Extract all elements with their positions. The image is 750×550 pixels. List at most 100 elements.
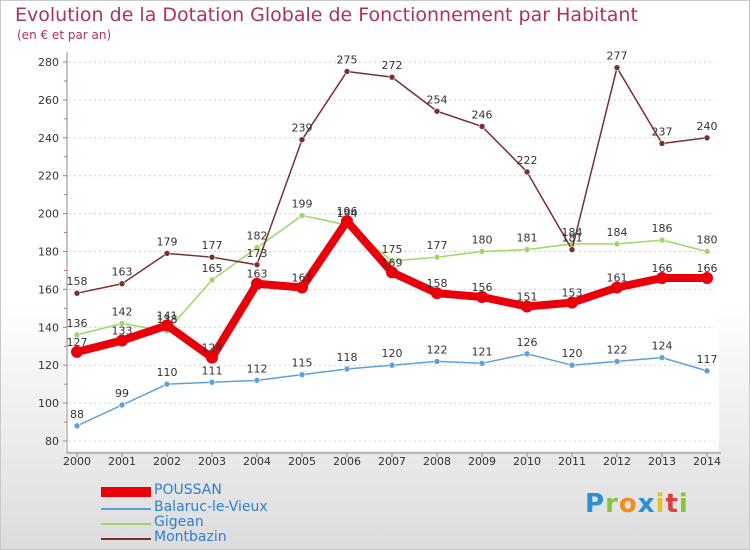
data-point xyxy=(251,277,263,290)
data-label: 141 xyxy=(157,309,178,322)
data-point xyxy=(343,68,351,75)
data-point xyxy=(298,371,306,378)
data-point xyxy=(566,296,578,309)
data-point xyxy=(298,136,306,143)
data-label: 127 xyxy=(67,336,88,349)
x-tick-label: 2011 xyxy=(558,455,586,468)
data-label: 272 xyxy=(382,59,403,72)
data-point xyxy=(476,290,488,303)
data-label: 133 xyxy=(112,325,133,338)
data-point xyxy=(658,354,666,361)
data-label: 151 xyxy=(517,290,538,303)
data-label: 275 xyxy=(337,53,358,66)
x-tick-label: 2004 xyxy=(243,455,271,468)
data-label: 136 xyxy=(67,317,88,330)
data-point xyxy=(341,215,353,228)
data-point xyxy=(478,248,486,255)
proxiti-logo: Proxiti xyxy=(585,489,689,519)
data-point xyxy=(523,350,531,358)
data-point xyxy=(116,334,128,347)
data-point xyxy=(433,107,441,115)
logo-letter: o xyxy=(618,489,638,519)
data-point xyxy=(343,365,351,373)
data-label: 99 xyxy=(115,387,129,400)
data-point xyxy=(208,276,216,284)
data-point xyxy=(703,248,711,255)
x-tick-label: 2012 xyxy=(603,455,631,468)
series-balaruc-le-vieux: 88 99 110 111 112 115 118 120 122 121 126 120 122 124… xyxy=(70,336,718,430)
logo-letter: P xyxy=(585,489,606,519)
data-label: 161 xyxy=(607,272,628,285)
data-label: 158 xyxy=(427,277,448,290)
data-label: 237 xyxy=(652,125,673,138)
data-point xyxy=(73,289,81,297)
logo-letter: t xyxy=(665,489,679,519)
x-tick-label: 2006 xyxy=(333,455,361,468)
data-label: 156 xyxy=(472,281,493,294)
y-tick-label: 140 xyxy=(38,321,59,334)
data-label: 120 xyxy=(382,347,403,360)
legend-swatch-balaruc xyxy=(101,508,151,510)
logo-letter: i xyxy=(655,489,666,519)
data-label: 115 xyxy=(292,357,313,370)
data-label: 182 xyxy=(247,230,268,243)
x-tick-label: 2003 xyxy=(198,455,226,468)
data-label: 161 xyxy=(292,272,313,285)
data-label: 124 xyxy=(202,342,223,355)
data-point xyxy=(73,422,81,430)
data-point xyxy=(478,360,486,367)
data-point xyxy=(701,272,713,285)
data-point xyxy=(613,64,621,71)
y-tick-label: 280 xyxy=(38,56,59,69)
data-point xyxy=(433,358,441,365)
data-label: 88 xyxy=(70,408,84,421)
data-point xyxy=(658,140,666,147)
data-label: 163 xyxy=(247,268,268,281)
data-point xyxy=(208,253,216,261)
data-label: 158 xyxy=(67,275,88,288)
data-label: 222 xyxy=(517,154,538,167)
y-tick-label: 100 xyxy=(38,397,59,410)
logo-letter: x xyxy=(637,489,656,519)
x-tick-label: 2013 xyxy=(648,455,676,468)
series-poussan: 127 133 141 124 163 161 196 169 158 156 151 153 161 1… xyxy=(67,205,718,364)
data-point xyxy=(523,168,531,176)
data-point xyxy=(206,351,218,364)
x-tick-label: 2009 xyxy=(468,455,496,468)
chart-subtitle: (en € et par an) xyxy=(17,28,112,42)
data-point xyxy=(433,253,441,261)
data-point xyxy=(703,367,711,375)
data-label: 112 xyxy=(247,362,268,375)
x-tick-label: 2014 xyxy=(693,455,721,468)
data-point xyxy=(521,300,533,313)
y-tick-label: 80 xyxy=(45,435,59,448)
y-tick-label: 240 xyxy=(38,132,59,145)
data-label: 169 xyxy=(382,256,403,269)
data-label: 180 xyxy=(697,234,718,247)
data-label: 194 xyxy=(337,207,358,220)
legend-label-gigean: Gigean xyxy=(154,514,204,530)
data-label: 165 xyxy=(202,262,223,275)
data-label: 277 xyxy=(607,50,628,63)
data-point xyxy=(163,380,171,388)
data-point xyxy=(388,73,396,81)
y-tick-label: 180 xyxy=(38,246,59,259)
data-label: 124 xyxy=(652,340,673,353)
legend-label-montbazin: Montbazin xyxy=(154,529,227,545)
legend-label-balaruc: Balaruc-le-Vieux xyxy=(154,499,268,515)
data-label: 240 xyxy=(697,120,718,133)
data-label: 246 xyxy=(472,108,493,121)
y-tick-label: 160 xyxy=(38,283,59,296)
data-point xyxy=(388,257,396,265)
data-label: 122 xyxy=(607,343,628,356)
logo-letter: i xyxy=(678,489,689,519)
data-point xyxy=(118,401,126,409)
data-label: 186 xyxy=(652,222,673,235)
y-tick-label: 200 xyxy=(38,208,59,221)
legend-label-poussan: POUSSAN xyxy=(154,482,222,498)
data-point xyxy=(656,272,668,285)
data-point xyxy=(71,345,83,358)
data-label: 118 xyxy=(337,351,358,364)
x-tick-label: 2008 xyxy=(423,455,451,468)
